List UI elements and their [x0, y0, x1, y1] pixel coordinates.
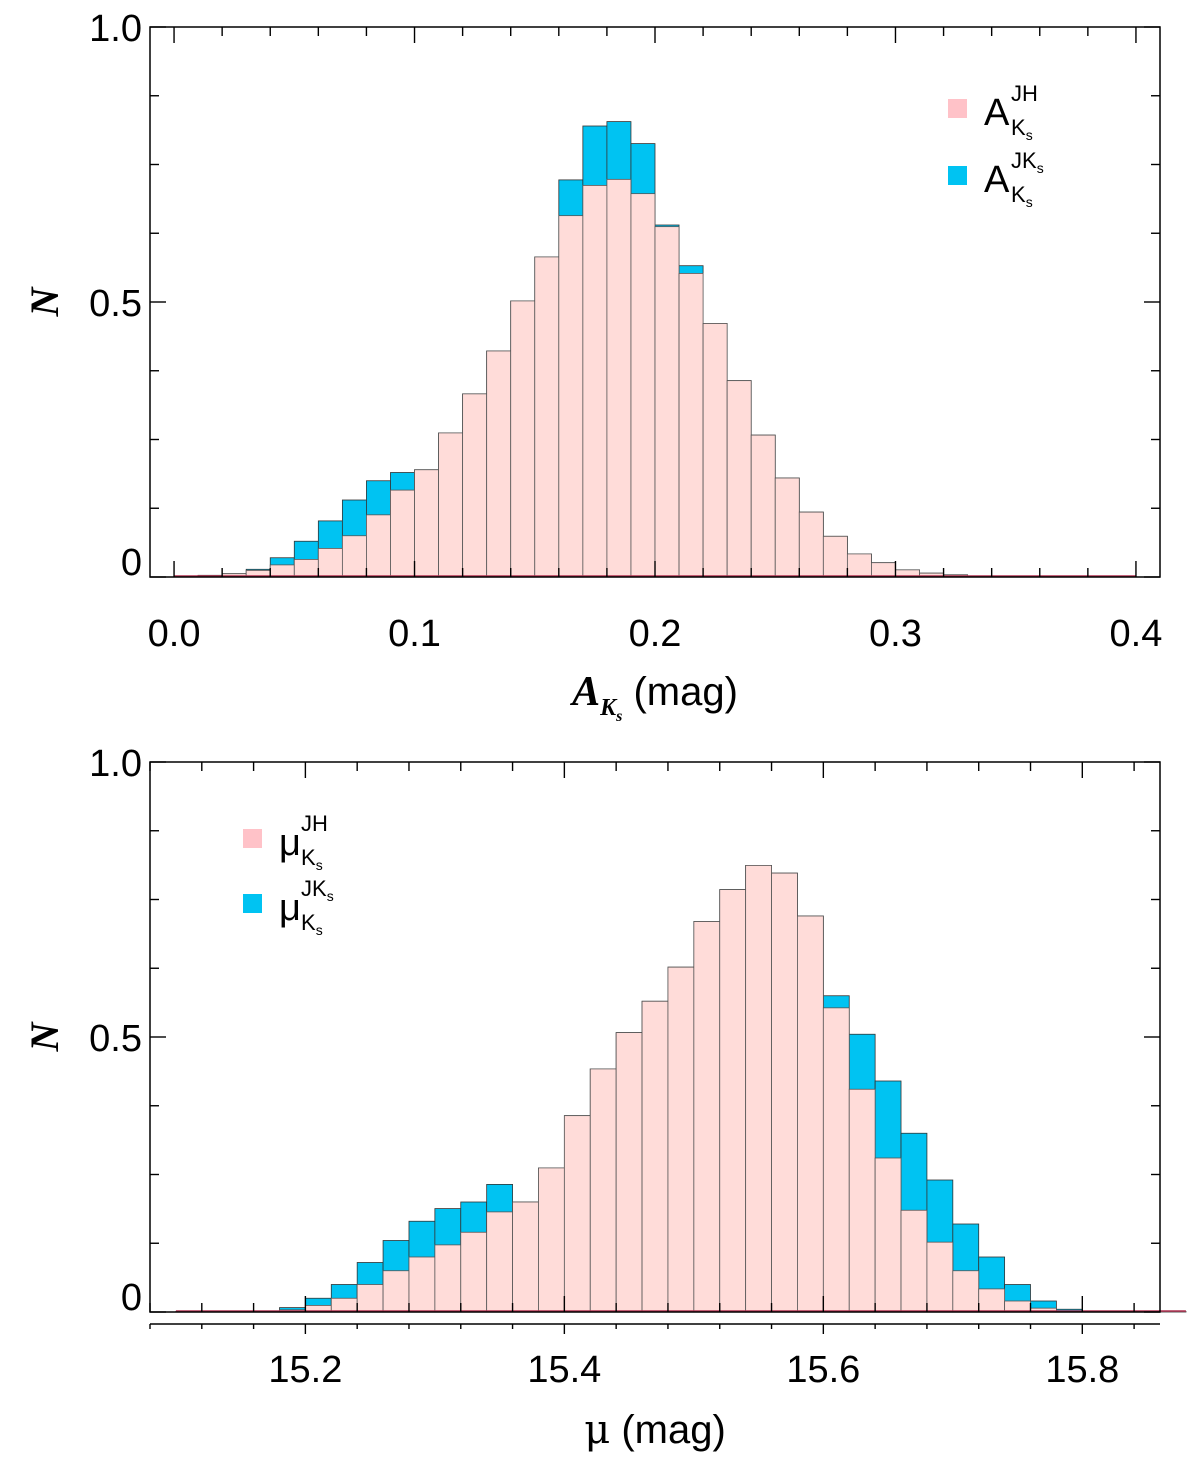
- legend-subscript: Ks: [1011, 182, 1033, 210]
- y-tick-label: 1.0: [89, 743, 142, 785]
- y-axis-label: N: [22, 1020, 67, 1052]
- bar-jh: [797, 915, 824, 1313]
- bar-jh: [486, 350, 512, 578]
- bar-jh: [745, 865, 772, 1313]
- bar-jh: [654, 226, 680, 578]
- bar-jh: [382, 1270, 410, 1313]
- bar-jh: [512, 1201, 539, 1313]
- bar-jh: [871, 562, 896, 578]
- bar-jh: [538, 1167, 565, 1313]
- bar-jh: [589, 1068, 617, 1313]
- x-tick-label: 0.2: [629, 613, 682, 655]
- bar-jh: [615, 1032, 643, 1313]
- x-tick-label: 15.8: [1045, 1349, 1119, 1391]
- bar-jh: [510, 300, 536, 578]
- bar-jh: [630, 193, 656, 578]
- bar-jh: [534, 256, 560, 578]
- y-tick-label: 0: [121, 1277, 142, 1319]
- bar-jh: [438, 432, 464, 578]
- bar-jh: [563, 1115, 591, 1313]
- bar-jh: [822, 1007, 850, 1313]
- bar-jh: [874, 1157, 902, 1313]
- legend-swatch-jk: [948, 166, 967, 185]
- bar-jh: [822, 535, 848, 578]
- y-axis-label: N: [22, 285, 67, 317]
- legend-label-jh: A: [984, 92, 1010, 134]
- bar-jh: [719, 889, 747, 1313]
- bar-jh: [900, 1209, 928, 1313]
- legend-superscript: JKs: [1011, 148, 1044, 176]
- bar-jh: [330, 1297, 358, 1313]
- bar-jh: [678, 272, 704, 578]
- y-tick-label: 0: [121, 542, 142, 584]
- bar-jh: [408, 1256, 436, 1313]
- x-tick-label: 15.6: [786, 1349, 860, 1391]
- x-tick-label: 0.3: [869, 613, 922, 655]
- x-tick-label: 0.1: [388, 613, 441, 655]
- bar-jh: [774, 477, 800, 578]
- bar-jh: [460, 1231, 488, 1313]
- bar-jh: [558, 215, 584, 578]
- legend-label-jh: μ: [279, 822, 301, 864]
- bar-jh: [667, 966, 695, 1313]
- bar-jh: [356, 1284, 384, 1313]
- x-tick-label: 15.4: [527, 1349, 601, 1391]
- bar-jh: [702, 323, 728, 578]
- y-tick-label: 0.5: [89, 283, 142, 325]
- bar-jh: [848, 1088, 876, 1313]
- y-tick-label: 1.0: [89, 8, 142, 50]
- bar-jh: [486, 1211, 513, 1313]
- bar-jh: [846, 553, 872, 578]
- bar-jh: [317, 548, 343, 578]
- bar-jh: [582, 184, 608, 578]
- legend-swatch-jk: [243, 894, 262, 913]
- legend-subscript: Ks: [301, 910, 323, 938]
- legend-superscript: JH: [1011, 81, 1038, 106]
- x-axis-label: μ (mag): [584, 1407, 726, 1453]
- bar-jh: [269, 564, 295, 578]
- bar-jh: [926, 1241, 954, 1313]
- legend-label-jk: A: [984, 159, 1010, 201]
- bar-jh: [462, 393, 488, 578]
- bar-jh: [366, 514, 391, 578]
- bar-jh: [434, 1244, 462, 1313]
- bar-jh: [771, 872, 798, 1313]
- bar-jh: [693, 921, 721, 1313]
- y-tick-label: 0.5: [89, 1018, 142, 1060]
- bar-jh: [293, 559, 319, 578]
- legend-subscript: Ks: [1011, 115, 1033, 143]
- bar-jh: [341, 535, 367, 578]
- bar-jh: [726, 380, 752, 578]
- bar-jh: [978, 1288, 1006, 1313]
- legend-swatch-jh: [948, 99, 967, 118]
- x-tick-label: 0.4: [1110, 613, 1163, 655]
- legend-superscript: JKs: [301, 876, 334, 904]
- bar-jh: [606, 178, 632, 578]
- x-tick-label: 15.2: [268, 1349, 342, 1391]
- x-tick-label: 0.0: [148, 613, 201, 655]
- legend-subscript: Ks: [301, 845, 323, 873]
- bar-jh: [414, 469, 439, 578]
- legend-swatch-jh: [243, 829, 262, 848]
- x-axis-label: AKs (mag): [569, 669, 738, 725]
- bar-jh: [641, 1000, 669, 1313]
- bar-jh: [798, 511, 824, 578]
- bar-jh: [750, 434, 776, 578]
- bar-jh: [952, 1270, 980, 1313]
- legend-label-jk: μ: [279, 887, 301, 929]
- bar-jh: [390, 489, 415, 578]
- legend-superscript: JH: [301, 811, 328, 836]
